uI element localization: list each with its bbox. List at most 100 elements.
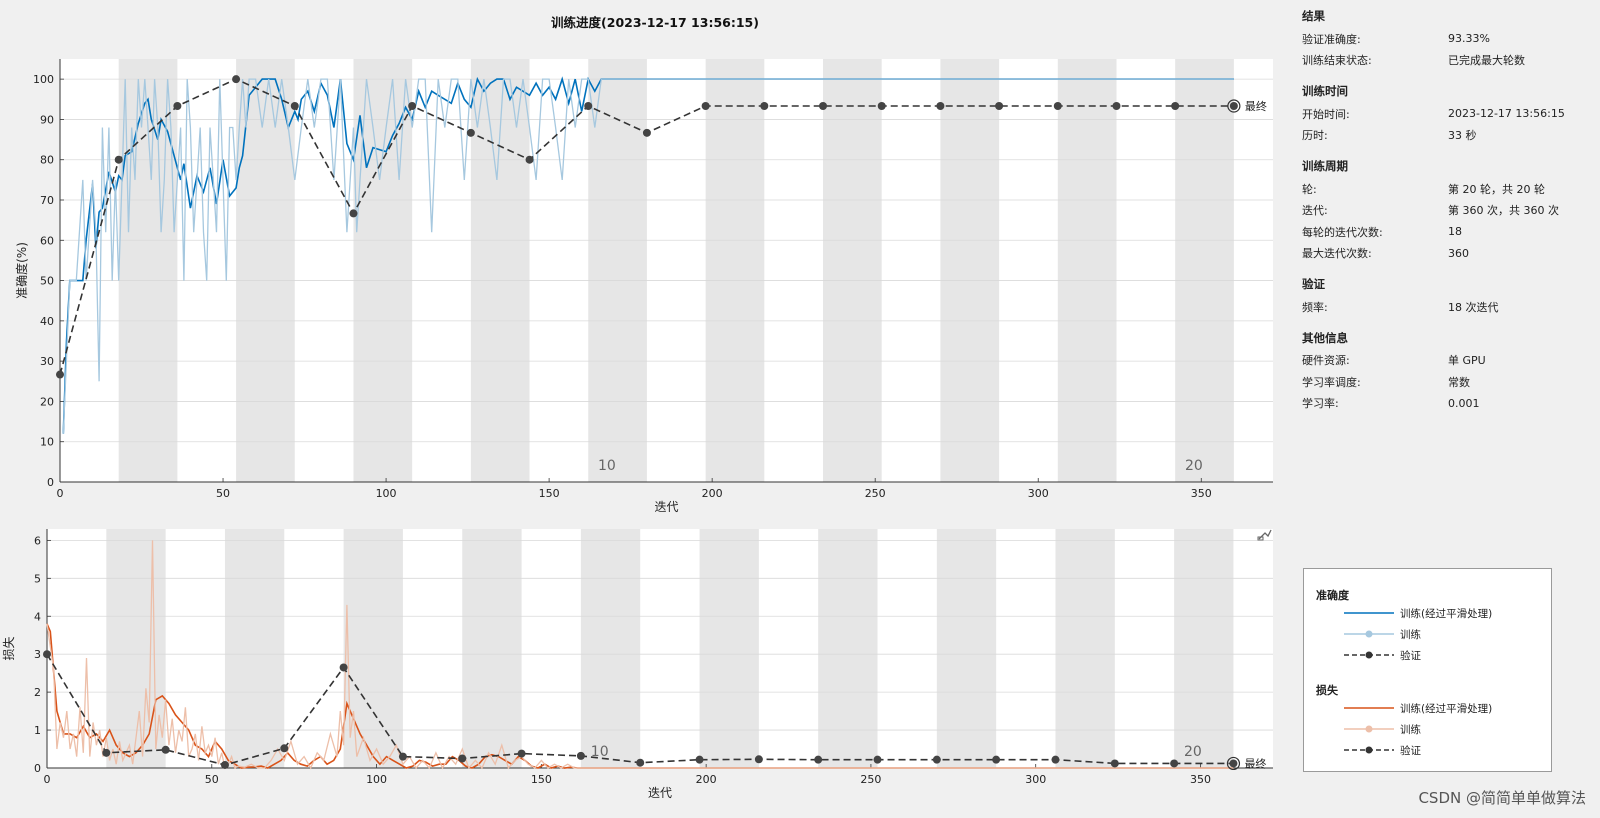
epoch-band — [1055, 529, 1115, 768]
epoch-band — [699, 529, 759, 768]
val-point — [877, 102, 886, 111]
x-tick-label: 200 — [696, 773, 717, 786]
info-key: 频率: — [1302, 300, 1328, 314]
info-section-title: 结果 — [1302, 9, 1325, 23]
val-point — [642, 128, 651, 137]
val-point — [584, 102, 593, 111]
info-row: 学习率调度: 常数 — [1302, 371, 1592, 393]
val-line-icon — [1344, 746, 1394, 754]
val-point — [754, 755, 763, 764]
val-point — [1229, 102, 1238, 111]
val-point — [1171, 102, 1180, 111]
info-row: 历时: 33 秒 — [1302, 125, 1592, 147]
val-point — [232, 75, 241, 84]
val-point — [161, 745, 170, 754]
val-point — [1051, 755, 1060, 764]
info-row: 验证准确度: 93.33% — [1302, 28, 1592, 50]
x-tick-label: 200 — [702, 487, 723, 500]
legend-loss-smoothed: 训练(经过平滑处理) — [1344, 701, 1492, 715]
legend-accuracy-title: 准确度 — [1316, 589, 1349, 602]
val-point — [280, 744, 289, 753]
val-point — [339, 663, 348, 672]
epoch-band — [343, 529, 403, 768]
x-tick-label: 50 — [216, 487, 230, 500]
info-key: 每轮的迭代次数: — [1302, 225, 1383, 239]
final-label: 最终 — [1245, 99, 1267, 113]
epoch-band — [106, 529, 166, 768]
val-point — [873, 755, 882, 764]
info-row: 每轮的迭代次数: 18 — [1302, 221, 1592, 243]
val-point — [995, 102, 1004, 111]
val-point — [114, 155, 123, 164]
smoothed-line-icon — [1344, 612, 1394, 614]
val-point — [408, 102, 417, 111]
y-tick-label: 30 — [40, 355, 54, 368]
info-row: 频率: 18 次迭代 — [1302, 296, 1592, 318]
watermark: CSDN @简简单单做算法 — [1418, 789, 1586, 807]
legend-loss-train: 训练 — [1344, 722, 1421, 736]
val-point — [466, 128, 475, 137]
info-section-title: 训练周期 — [1302, 159, 1348, 173]
info-row: 硬件资源: 单 GPU — [1302, 350, 1592, 372]
epoch-band — [705, 59, 765, 482]
x-tick-label: 350 — [1191, 487, 1212, 500]
val-point — [290, 102, 299, 111]
val-point — [701, 102, 710, 111]
val-point — [1112, 102, 1121, 111]
x-tick-label: 250 — [860, 773, 881, 786]
info-value: 常数 — [1448, 375, 1470, 389]
epoch-band — [818, 529, 878, 768]
x-tick-label: 100 — [366, 773, 387, 786]
info-value: 18 — [1448, 225, 1462, 239]
epoch-band — [588, 59, 647, 482]
x-tick-label: 0 — [57, 487, 64, 500]
train-line-icon — [1344, 725, 1394, 733]
info-value: 33 秒 — [1448, 129, 1477, 143]
info-row: 轮: 第 20 轮，共 20 轮 — [1302, 178, 1592, 200]
y-tick-label: 100 — [33, 73, 54, 86]
chart-title: 训练进度(2023-12-17 13:56:15) — [551, 15, 759, 30]
val-point — [932, 755, 941, 764]
export-icon[interactable] — [1256, 526, 1274, 542]
legend-loss-val: 验证 — [1344, 743, 1421, 757]
y-tick-label: 20 — [40, 395, 54, 408]
final-marker — [1227, 99, 1241, 113]
smoothed-line-icon — [1344, 707, 1394, 709]
series-line — [62, 76, 1234, 434]
legend-acc-smoothed: 训练(经过平滑处理) — [1344, 606, 1492, 620]
epoch-band — [580, 529, 641, 768]
x-axis-label: 迭代 — [654, 500, 678, 514]
val-point — [814, 755, 823, 764]
info-value: 已完成最大轮数 — [1448, 54, 1525, 68]
info-key: 学习率: — [1302, 397, 1339, 411]
info-row: 学习率: 0.001 — [1302, 393, 1592, 415]
y-tick-label: 80 — [40, 154, 54, 167]
x-axis-label: 迭代 — [648, 786, 672, 800]
y-tick-label: 90 — [40, 113, 54, 126]
info-key: 验证准确度: — [1302, 32, 1361, 46]
info-value: 单 GPU — [1448, 354, 1486, 368]
info-value: 360 — [1448, 246, 1469, 260]
epoch-label: 20 — [1184, 744, 1202, 760]
val-point — [576, 751, 585, 760]
info-key: 学习率调度: — [1302, 375, 1361, 389]
y-tick-label: 50 — [40, 275, 54, 288]
chart-accuracy: 0 10 20 30 40 50 60 70 80 90 100 0 50 100 150 200 250 300… — [14, 15, 1273, 514]
epoch-label: 20 — [1185, 458, 1203, 474]
info-section-title: 验证 — [1302, 277, 1325, 291]
y-tick-label: 10 — [40, 436, 54, 449]
train-line-icon — [1344, 630, 1394, 638]
val-point — [102, 748, 111, 757]
x-tick-label: 50 — [205, 773, 219, 786]
x-tick-label: 0 — [44, 773, 51, 786]
y-tick-label: 70 — [40, 194, 54, 207]
epoch-band — [224, 529, 285, 768]
x-tick-label: 350 — [1190, 773, 1211, 786]
val-point — [349, 209, 358, 218]
y-tick-label: 40 — [40, 315, 54, 328]
y-tick-label: 5 — [34, 572, 41, 585]
val-point — [1110, 759, 1119, 768]
series-line — [46, 623, 1234, 769]
epoch-band — [823, 59, 882, 482]
val-point — [819, 102, 828, 111]
